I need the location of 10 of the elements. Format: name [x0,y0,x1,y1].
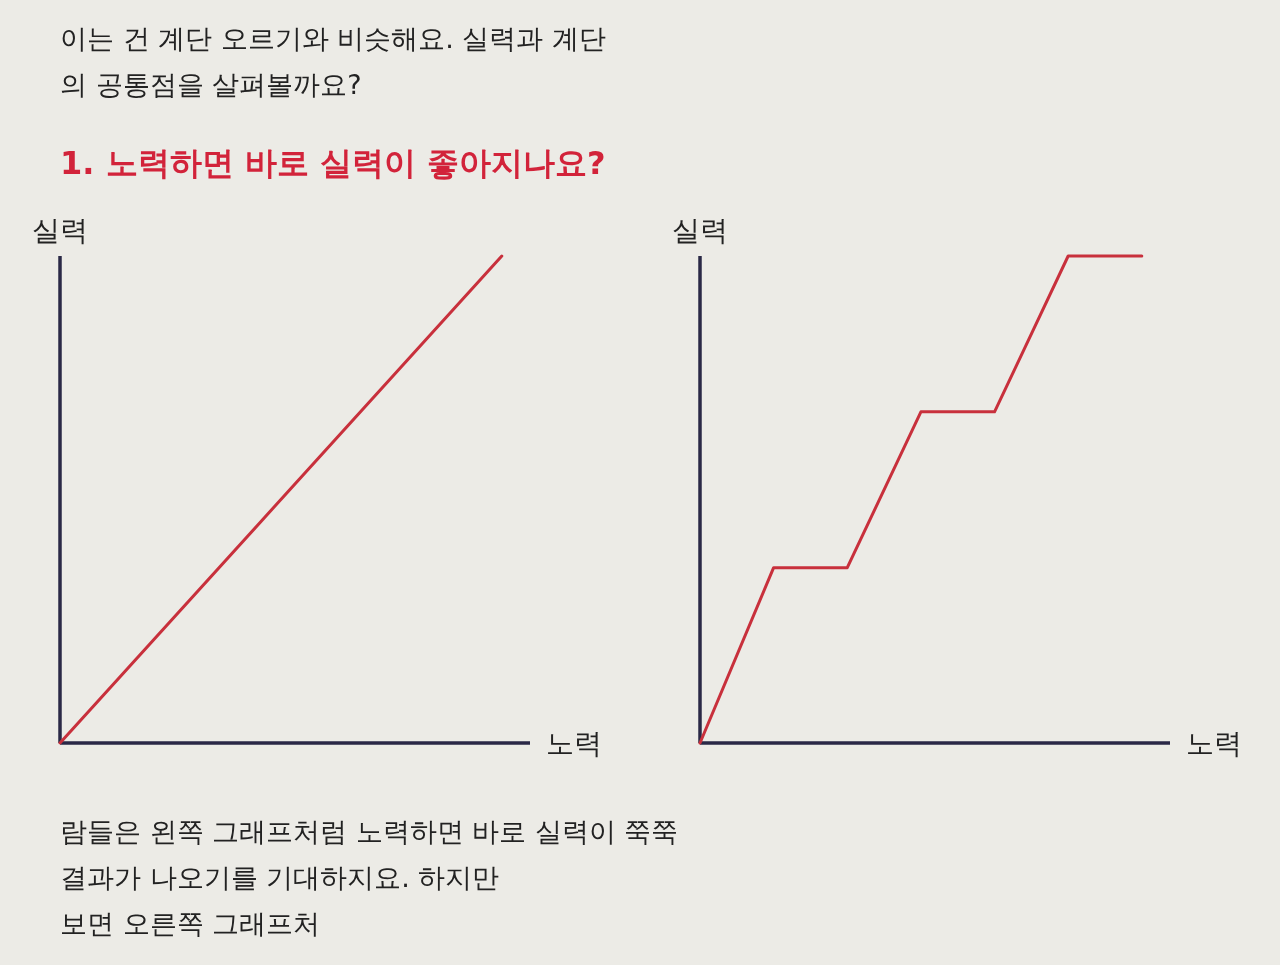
annotation: 의 공통점을 살펴볼까요? [60,69,362,100]
annotation: 이는 건 계단 오르기와 비슷해요. 실력과 계단 [60,23,607,54]
ylabel: 실력 [32,214,88,247]
annotation: 보면 오른쪽 그래프처 [60,908,321,939]
xlabel: 노력 [546,727,602,760]
ylabel: 실력 [672,214,728,247]
annotation: 람들은 왼쪽 그래프처럼 노력하면 바로 실력이 쭉쭉 [60,816,679,847]
annotation: 결과가 나오기를 기대하지요. 하지만 [60,862,500,893]
title: 1. 노력하면 바로 실력이 좋아지나요? [60,144,606,182]
xlabel: 노력 [1186,727,1242,760]
